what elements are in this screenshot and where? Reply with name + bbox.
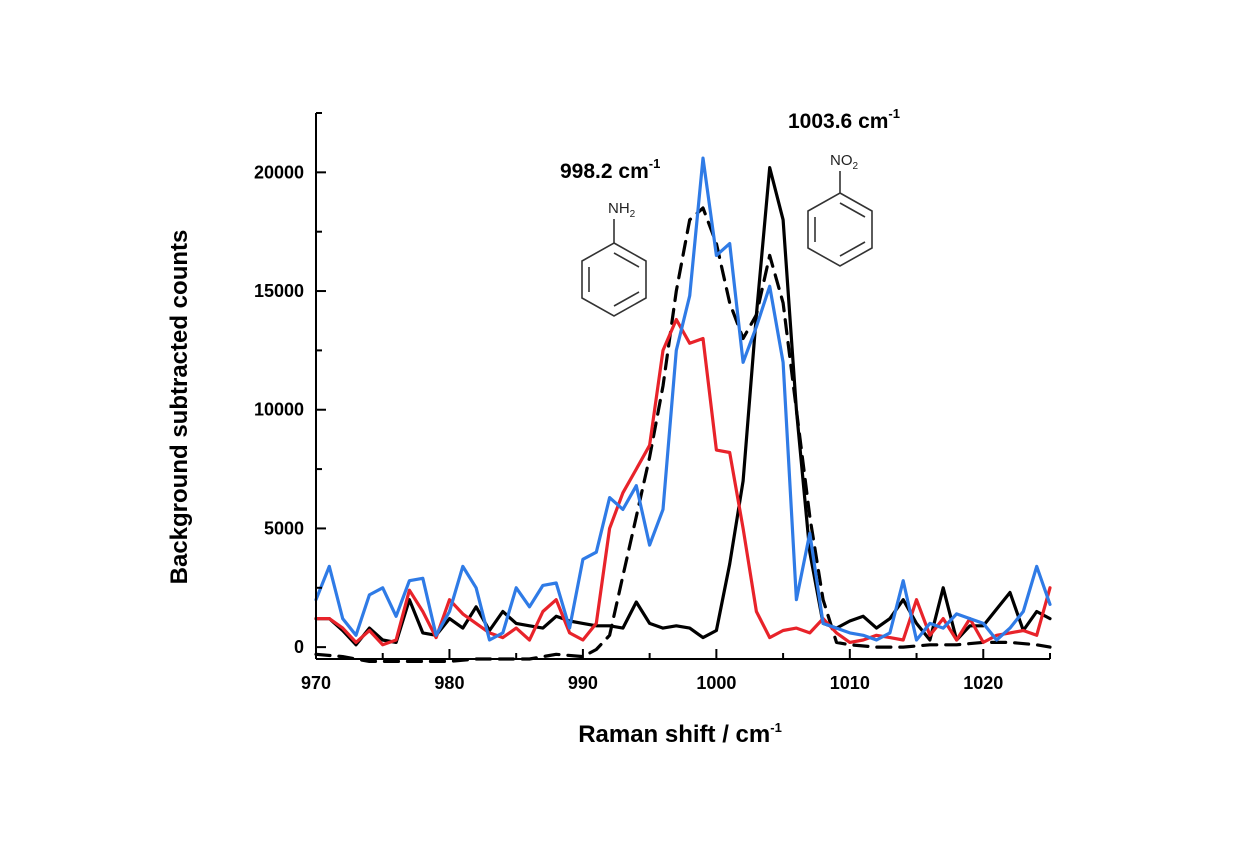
x-tick-label: 1000	[696, 673, 736, 693]
x-tick-label: 980	[434, 673, 464, 693]
nitrobenzene-double-bond	[839, 241, 866, 257]
nitrobenzene-substituent-label: NO2	[830, 152, 859, 172]
y-tick-label: 0	[294, 637, 304, 657]
nitrobenzene-double-bond	[839, 202, 866, 218]
series-line-0	[314, 166, 1052, 647]
y-tick-label: 20000	[254, 162, 304, 182]
x-tick-label: 970	[301, 673, 331, 693]
series-line-3	[314, 156, 1052, 642]
y-tick-label: 10000	[254, 400, 304, 420]
aniline-substituent-label: NH2	[608, 200, 636, 220]
aniline-double-bond	[613, 252, 640, 268]
aniline-structure: NH2	[581, 200, 647, 317]
x-tick-label: 1020	[963, 673, 1003, 693]
peak-annotation-aniline: 998.2 cm-1	[560, 156, 660, 183]
series-layer	[314, 156, 1052, 664]
x-tick-label: 990	[568, 673, 598, 693]
peak-annotation-nitrobenzene: 1003.6 cm-1	[788, 106, 900, 133]
y-tick-label: 5000	[264, 518, 304, 538]
x-axis-title: Raman shift / cm-1	[578, 720, 782, 748]
y-axis-title: Background subtracted counts	[166, 230, 193, 585]
x-ticks: 970 980 990 1000 1010 1020	[301, 649, 1051, 693]
x-tick-label: 1010	[830, 673, 870, 693]
nitrobenzene-structure: NO2	[807, 152, 873, 267]
aniline-double-bond	[613, 291, 640, 307]
y-ticks: 0 5000 10000 15000 20000	[254, 112, 326, 657]
y-tick-label: 15000	[254, 281, 304, 301]
nitrobenzene-ring	[807, 192, 873, 267]
aniline-ring	[581, 242, 647, 317]
